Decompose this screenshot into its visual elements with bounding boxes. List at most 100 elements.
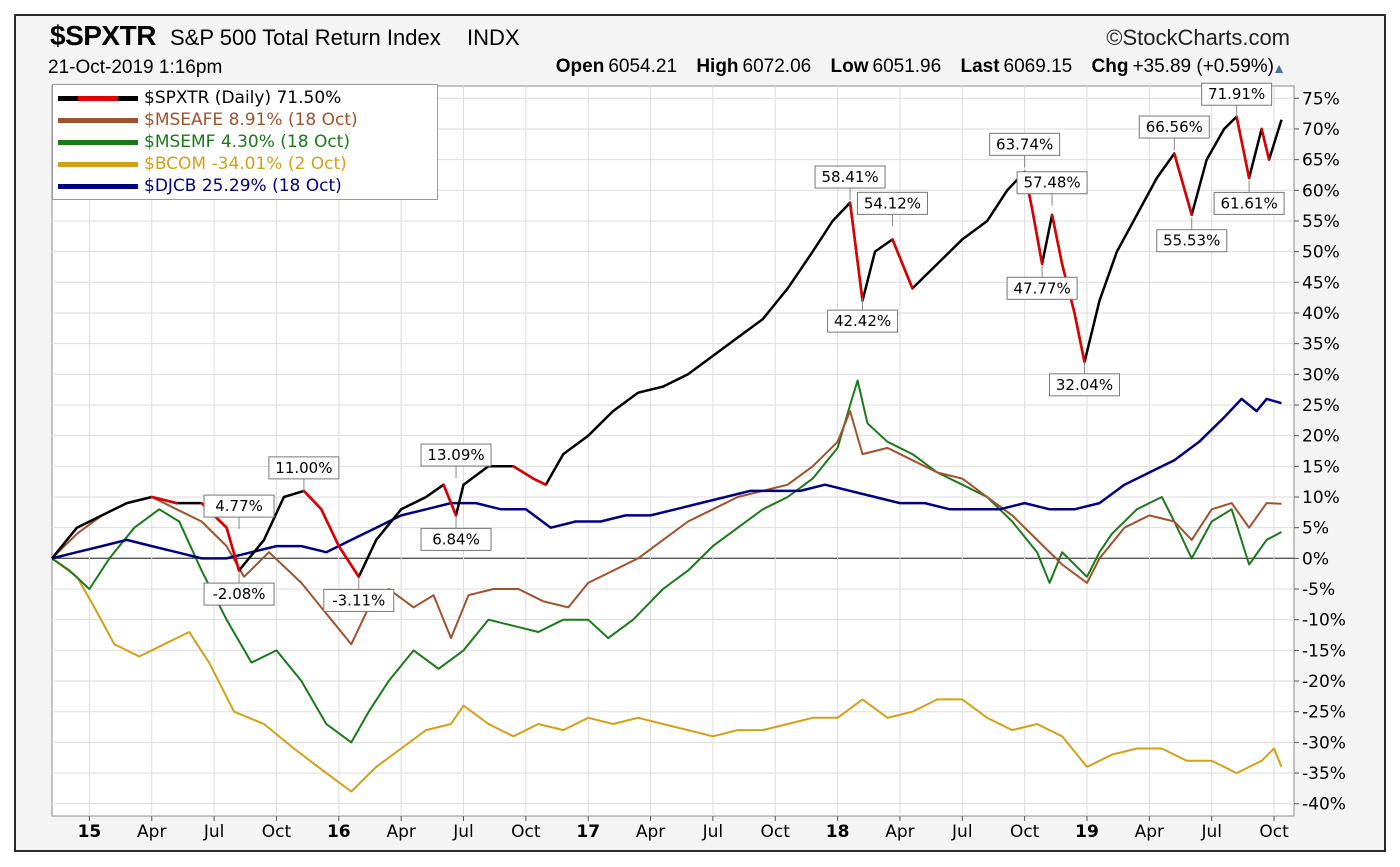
y-tick-label: 45%	[1302, 273, 1340, 293]
y-tick-label: 30%	[1302, 365, 1340, 385]
open-label: Open	[555, 56, 605, 77]
series-down-segment	[1050, 213, 1064, 266]
legend-entry: $SPXTR (Daily) 71.50%	[58, 88, 341, 110]
annotation-label: 66.56%	[1146, 118, 1203, 136]
series-lines	[51, 115, 1283, 793]
annotation-box	[827, 309, 899, 333]
low-value: 6051.96	[872, 56, 942, 77]
annotation-box	[420, 527, 492, 551]
y-tick-label: 55%	[1302, 212, 1340, 232]
annotation-label: 55.53%	[1163, 232, 1220, 250]
y-tick-label: 10%	[1302, 488, 1340, 508]
x-tick-label: Apr	[636, 822, 665, 842]
y-tick-label: -30%	[1302, 733, 1346, 753]
x-tick-label: 19	[1075, 822, 1099, 842]
x-tick-label: Oct	[262, 822, 292, 842]
annotation-box	[203, 582, 275, 606]
annotation-label: 42.42%	[834, 312, 891, 330]
last-label: Last	[960, 56, 1000, 77]
y-tick-label: 0%	[1302, 549, 1329, 569]
annotation-box	[1201, 82, 1273, 106]
series-down-segment	[532, 477, 548, 486]
triangle-up-icon[interactable]: ▲	[1272, 60, 1286, 76]
x-tick-label: Oct	[1259, 822, 1289, 842]
legend-label: $BCOM -34.01% (2 Oct)	[144, 154, 347, 174]
x-tick-label: Oct	[511, 822, 541, 842]
y-tick-label: -40%	[1302, 795, 1346, 815]
annotation-label: 32.04%	[1056, 376, 1113, 394]
y-tick-label: -15%	[1302, 641, 1346, 661]
annotation-box	[814, 165, 886, 189]
annotation-box	[420, 443, 492, 467]
series-down-segment	[225, 526, 241, 572]
x-tick-label: 15	[78, 822, 102, 842]
symbol: $SPXTR	[50, 20, 156, 51]
x-tick-label: Apr	[386, 822, 415, 842]
y-axis: 75% 70% 65% 60% 55% 50% 45% 40% 35% 30% 25% 20% 15% 1…	[1294, 89, 1346, 815]
x-tick-label: Oct	[1010, 822, 1040, 842]
annotation-label: 57.48%	[1023, 174, 1080, 192]
series-down-segment	[150, 495, 178, 505]
brand-watermark: ©StockCharts.com	[1106, 25, 1290, 50]
annotations: 11.00% 4.77% -2.08% -3.11% 13.09% 6.84% 58.41%…	[203, 82, 1285, 612]
x-tick-label: 16	[327, 822, 351, 842]
annotation-label: 58.41%	[821, 168, 878, 186]
high-value: 6072.06	[742, 56, 812, 77]
series-down-segment	[1030, 207, 1044, 266]
x-tick-label: Jul	[702, 822, 724, 842]
annotation-label: 47.77%	[1014, 279, 1071, 297]
y-tick-label: 50%	[1302, 243, 1340, 263]
y-tick-label: -10%	[1302, 611, 1346, 631]
x-tick-label: Jul	[452, 822, 474, 842]
annotation-label: -3.11%	[332, 591, 385, 609]
x-tick-label: Apr	[137, 822, 166, 842]
legend-entry: $MSEMF 4.30% (18 Oct)	[58, 132, 350, 154]
y-tick-label: 75%	[1302, 89, 1340, 109]
x-tick-label: Jul	[1200, 822, 1222, 842]
series-down-segment	[320, 508, 341, 548]
legend-label: $MSEMF 4.30% (18 Oct)	[144, 132, 350, 152]
annotation-box	[989, 132, 1061, 156]
annotation-label: 4.77%	[215, 497, 263, 515]
y-tick-label: -35%	[1302, 764, 1346, 784]
legend-entry: $MSEAFE 8.91% (18 Oct)	[58, 110, 358, 132]
series-down-segment	[848, 201, 864, 302]
annotation-box	[1213, 191, 1285, 215]
series-down-segment	[442, 483, 458, 517]
y-tick-label: -20%	[1302, 672, 1346, 692]
index-name: S&P 500 Total Return Index	[170, 25, 441, 50]
y-tick-label: 25%	[1302, 396, 1340, 416]
x-tick-label: Jul	[203, 822, 225, 842]
y-tick-label: 20%	[1302, 427, 1340, 447]
annotation-box	[1138, 115, 1210, 139]
annotation-label: 63.74%	[996, 135, 1053, 153]
series-down-segment	[1260, 127, 1271, 161]
y-tick-label: 5%	[1302, 519, 1329, 539]
low-label: Low	[830, 56, 869, 77]
x-tick-label: Oct	[761, 822, 791, 842]
annotation-box	[1156, 229, 1228, 253]
series-line-spxtr	[51, 115, 1283, 579]
annotation-label: 54.12%	[864, 194, 921, 212]
annotation-box	[268, 456, 340, 480]
legend-label: $DJCB 25.29% (18 Oct)	[144, 176, 342, 196]
chg-label: Chg	[1091, 56, 1129, 77]
legend-swatch	[58, 183, 138, 189]
exchange-code: INDX	[467, 25, 520, 50]
chg-value: +35.89 (+0.59%)	[1132, 56, 1274, 77]
annotation-label: 13.09%	[427, 446, 484, 464]
series-down-segment	[1173, 152, 1193, 217]
y-tick-label: 70%	[1302, 120, 1340, 140]
legend-swatch	[58, 139, 138, 145]
annotation-box	[1006, 276, 1078, 300]
y-tick-label: 15%	[1302, 457, 1340, 477]
x-tick-label: 18	[826, 822, 850, 842]
series-line-bcom	[51, 557, 1283, 793]
x-axis: 15 Apr Jul Oct 16 Apr Jul Oct 17 Apr Jul Oct 18 Apr Ju…	[78, 816, 1289, 842]
annotation-label: 6.84%	[432, 530, 480, 548]
series-line-mseafe	[51, 410, 1282, 646]
annotation-box	[323, 588, 395, 612]
series-down-segment	[337, 544, 361, 579]
y-tick-label: 65%	[1302, 151, 1340, 171]
annotation-label: -2.08%	[213, 585, 266, 603]
